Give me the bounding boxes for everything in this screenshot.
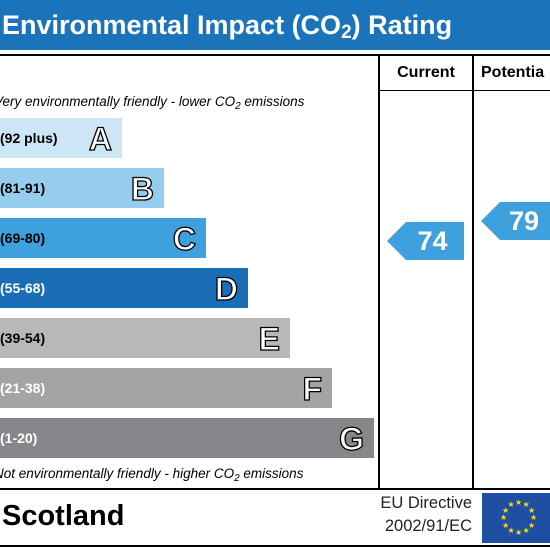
- title-main: Environmental Impact (CO: [2, 10, 342, 40]
- band-letter: D: [214, 270, 238, 307]
- top-caption: Very environmentally friendly - lower CO…: [0, 94, 305, 112]
- column-header-divider: [378, 90, 550, 91]
- footer-bottom-border: [0, 545, 550, 547]
- footer-top-border: [0, 488, 550, 490]
- band-letter: F: [302, 370, 323, 407]
- flag-star-icon: ★: [507, 500, 515, 509]
- current-column-divider: [378, 54, 380, 489]
- flag-star-icon: ★: [515, 528, 523, 537]
- eu-flag-icon: ★ ★ ★ ★ ★ ★ ★ ★ ★ ★ ★ ★: [482, 493, 550, 543]
- title-subscript: 2: [341, 22, 352, 43]
- band-f: (21-38) F: [0, 368, 332, 408]
- band-d: (55-68) D: [0, 268, 248, 308]
- band-range-label: (69-80): [0, 230, 46, 246]
- rating-value: 79: [508, 206, 540, 236]
- band-range-label: (1-20): [0, 430, 38, 446]
- arrow-polygon: [481, 202, 550, 240]
- band-letter: C: [172, 220, 196, 257]
- potential-column-header: Potentia: [481, 64, 545, 81]
- band-e: (39-54) E: [0, 318, 290, 358]
- title-end: ) Rating: [351, 10, 453, 40]
- header-bar: [0, 0, 550, 50]
- rating-arrow-shape: [481, 202, 550, 240]
- arrow-polygon: [387, 222, 464, 260]
- country-label: Scotland: [2, 500, 125, 532]
- band-letter: A: [88, 120, 112, 157]
- band-range-label: (92 plus): [0, 130, 58, 146]
- rating-value: 74: [417, 226, 448, 256]
- band-letter: B: [130, 170, 154, 207]
- band-range-label: (39-54): [0, 330, 46, 346]
- directive-line-2: 2002/91/EC: [384, 517, 472, 535]
- flag-star-icon: ★: [530, 513, 538, 522]
- band-range-label: (21-38): [0, 380, 46, 396]
- band-range-label: (81-91): [0, 180, 46, 196]
- current-rating-arrow: 74: [387, 222, 464, 260]
- band-range-label: (55-68): [0, 280, 46, 296]
- bottom-caption: Not environmentally friendly - higher CO…: [0, 466, 304, 484]
- flag-star-icon: ★: [527, 505, 536, 515]
- flag-star-icon: ★: [522, 500, 530, 509]
- band-g: (1-20) G: [0, 418, 374, 458]
- directive-line-1: EU Directive: [380, 494, 472, 512]
- flag-star-icon: ★: [522, 525, 530, 535]
- band-b: (81-91) B: [0, 168, 164, 208]
- flag-star-icon: ★: [502, 520, 510, 530]
- band-letter: E: [258, 320, 281, 357]
- potential-column-divider: [472, 54, 474, 489]
- flag-star-icon: ★: [527, 520, 536, 530]
- flag-star-icon: ★: [507, 525, 515, 535]
- band-letter: G: [338, 420, 364, 457]
- rating-arrow-shape: [387, 222, 464, 260]
- table-top-border: [0, 54, 550, 56]
- page-title: Environmental Impact (CO2) Rating: [2, 0, 452, 50]
- flag-star-icon: ★: [502, 505, 510, 515]
- flag-star-icon: ★: [500, 513, 508, 522]
- flag-star-icon: ★: [515, 498, 523, 507]
- band-a: (92 plus) A: [0, 118, 122, 158]
- current-column-header: Current: [397, 64, 455, 81]
- band-c: (69-80) C: [0, 218, 206, 258]
- potential-rating-arrow: 79: [481, 202, 550, 240]
